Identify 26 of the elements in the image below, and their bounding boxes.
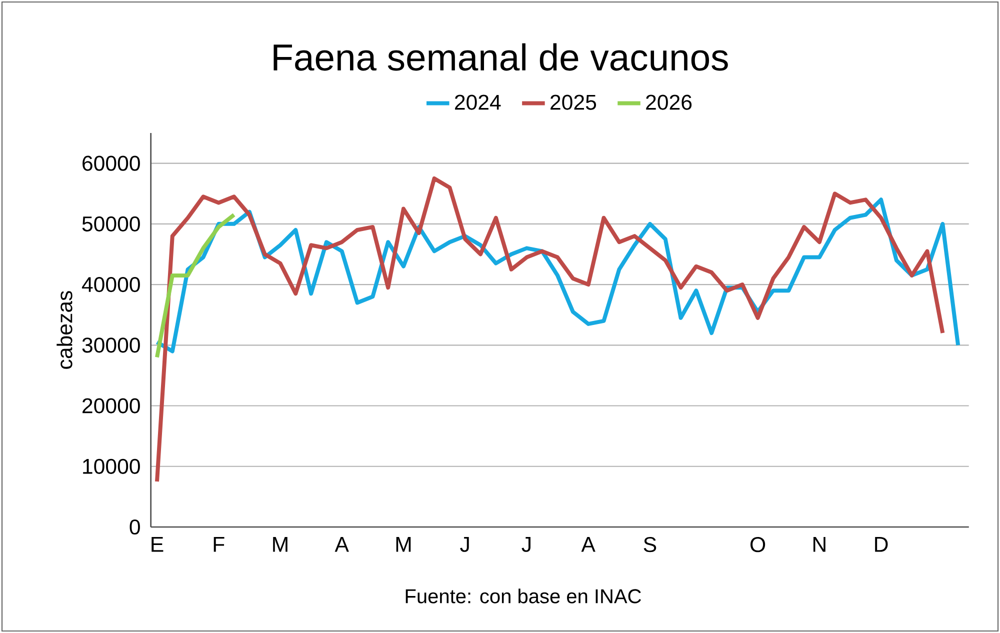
x-tick-label: S bbox=[644, 537, 656, 552]
x-tick-label: D bbox=[875, 537, 888, 552]
x-tick-label: A bbox=[581, 537, 596, 552]
x-tick-label: M bbox=[273, 537, 288, 552]
y-tick-label: 50000 bbox=[82, 216, 140, 232]
y-tick-label: 40000 bbox=[82, 276, 140, 292]
legend-label: 2026 bbox=[646, 94, 692, 110]
x-tick-label: O bbox=[750, 537, 766, 552]
line-series bbox=[155, 212, 236, 360]
x-tick-label: N bbox=[813, 537, 826, 552]
x-tick-label: E bbox=[152, 537, 164, 552]
y-tick-label: 30000 bbox=[82, 338, 140, 353]
y-tick-label: 10000 bbox=[83, 458, 140, 474]
y-tick-label: 20000 bbox=[82, 398, 140, 414]
x-tick-label: M bbox=[396, 537, 411, 552]
y-axis-title: cabezas bbox=[56, 291, 72, 369]
legend-label: 2024 bbox=[455, 94, 501, 110]
x-tick-label: J bbox=[460, 537, 469, 552]
y-tick-label: 60000 bbox=[82, 156, 140, 171]
chart-title: Faena semanal de vacunos bbox=[274, 43, 728, 71]
legend-label: 2025 bbox=[550, 94, 596, 110]
source-note: Fuente: con base en INAC bbox=[406, 588, 641, 604]
y-tick-label: 0 bbox=[130, 519, 140, 535]
x-tick-label: J bbox=[522, 537, 530, 552]
x-tick-label: F bbox=[214, 537, 224, 552]
x-tick-label: A bbox=[334, 537, 349, 552]
